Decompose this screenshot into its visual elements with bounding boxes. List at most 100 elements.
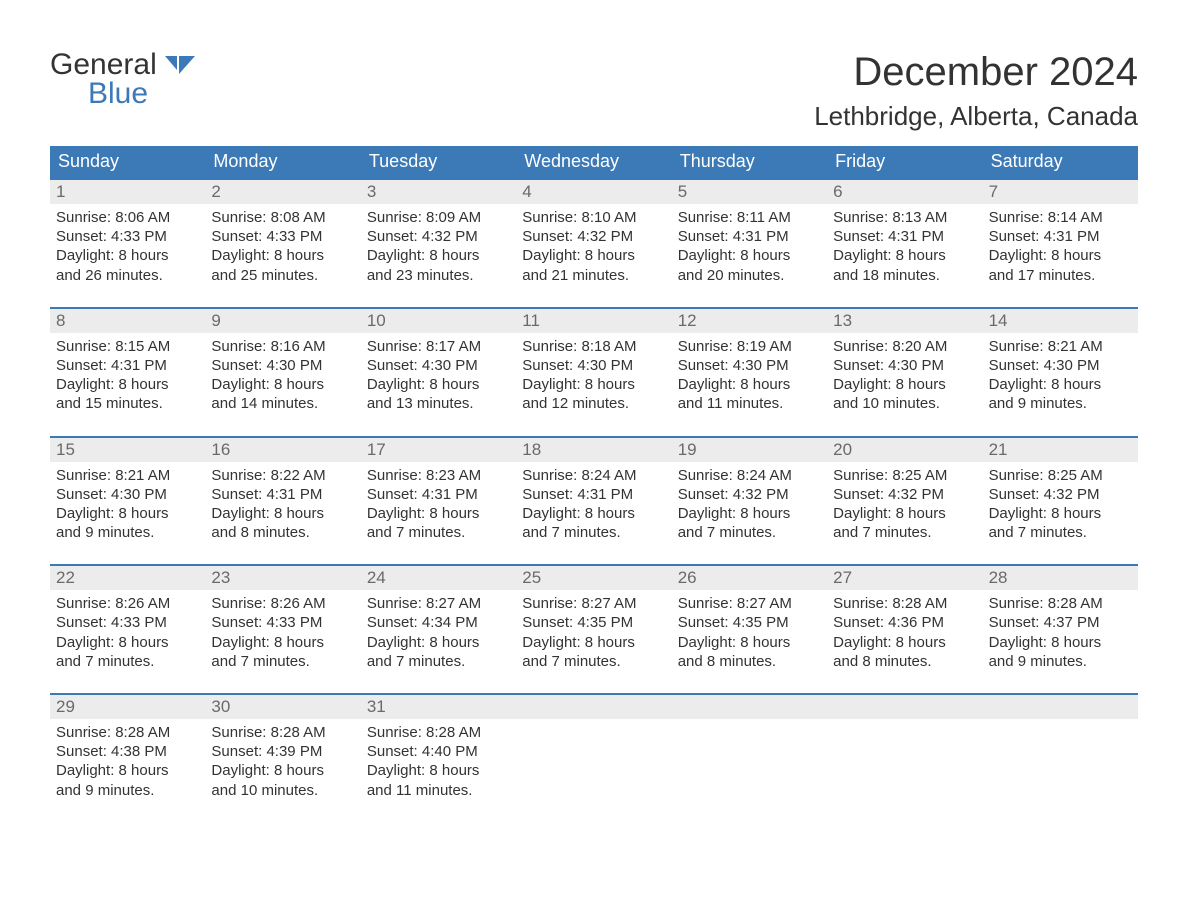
sunrise-line: Sunrise: 8:22 AM [211,466,354,485]
daynum-row: 22232425262728 [50,566,1138,590]
day-number: 19 [672,438,827,462]
day-number [983,695,1138,719]
daylight-line-2: and 7 minutes. [211,652,354,671]
weekday-header: Monday [205,146,360,178]
daylight-line-2: and 20 minutes. [678,266,821,285]
daylight-line-2: and 11 minutes. [367,781,510,800]
sunset-line: Sunset: 4:31 PM [56,356,199,375]
day-number: 20 [827,438,982,462]
day-cell [983,719,1138,822]
daylight-line-2: and 10 minutes. [833,394,976,413]
sunset-line: Sunset: 4:32 PM [522,227,665,246]
daylight-line-2: and 8 minutes. [211,523,354,542]
daylight-line-1: Daylight: 8 hours [211,761,354,780]
daynum-row: 891011121314 [50,309,1138,333]
sunrise-line: Sunrise: 8:27 AM [678,594,821,613]
brand-logo: General Blue [50,50,195,109]
daylight-line-1: Daylight: 8 hours [211,633,354,652]
daylight-line-1: Daylight: 8 hours [211,504,354,523]
daynum-row: 15161718192021 [50,438,1138,462]
weekday-header: Sunday [50,146,205,178]
day-cell: Sunrise: 8:28 AMSunset: 4:36 PMDaylight:… [827,590,982,693]
daycontent-row: Sunrise: 8:28 AMSunset: 4:38 PMDaylight:… [50,719,1138,822]
day-cell: Sunrise: 8:13 AMSunset: 4:31 PMDaylight:… [827,204,982,307]
day-cell: Sunrise: 8:11 AMSunset: 4:31 PMDaylight:… [672,204,827,307]
sunset-line: Sunset: 4:39 PM [211,742,354,761]
daylight-line-1: Daylight: 8 hours [833,246,976,265]
day-number: 12 [672,309,827,333]
sunset-line: Sunset: 4:35 PM [522,613,665,632]
day-cell: Sunrise: 8:08 AMSunset: 4:33 PMDaylight:… [205,204,360,307]
day-cell: Sunrise: 8:26 AMSunset: 4:33 PMDaylight:… [205,590,360,693]
day-cell: Sunrise: 8:17 AMSunset: 4:30 PMDaylight:… [361,333,516,436]
daylight-line-2: and 23 minutes. [367,266,510,285]
sunset-line: Sunset: 4:31 PM [211,485,354,504]
day-number: 27 [827,566,982,590]
day-number: 15 [50,438,205,462]
daylight-line-1: Daylight: 8 hours [678,246,821,265]
location-subtitle: Lethbridge, Alberta, Canada [814,101,1138,132]
day-cell: Sunrise: 8:20 AMSunset: 4:30 PMDaylight:… [827,333,982,436]
sunset-line: Sunset: 4:33 PM [56,227,199,246]
daycontent-row: Sunrise: 8:06 AMSunset: 4:33 PM Daylight:… [50,204,1138,307]
daylight-line-1: Daylight: 8 hours [678,633,821,652]
day-cell: Sunrise: 8:21 AMSunset: 4:30 PMDaylight:… [983,333,1138,436]
sunrise-line: Sunrise: 8:24 AM [522,466,665,485]
daylight-line-2: and 26 minutes. [56,266,199,285]
day-number: 2 [205,180,360,204]
calendar-week: 293031Sunrise: 8:28 AMSunset: 4:38 PMDay… [50,693,1138,822]
logo-flag-icon [165,56,195,83]
daylight-line-1: Daylight: 8 hours [522,504,665,523]
sunrise-line: Sunrise: 8:06 AM [56,208,199,227]
daycontent-row: Sunrise: 8:26 AMSunset: 4:33 PMDaylight:… [50,590,1138,693]
sunrise-line: Sunrise: 8:21 AM [989,337,1132,356]
calendar-week: 15161718192021Sunrise: 8:21 AMSunset: 4:… [50,436,1138,565]
daylight-line-2: and 8 minutes. [678,652,821,671]
daylight-line-1: Daylight: 8 hours [989,504,1132,523]
sunset-line: Sunset: 4:32 PM [833,485,976,504]
daylight-line-2: and 7 minutes. [989,523,1132,542]
daylight-line-2: and 14 minutes. [211,394,354,413]
day-number: 8 [50,309,205,333]
sunrise-line: Sunrise: 8:25 AM [833,466,976,485]
sunrise-line: Sunrise: 8:08 AM [211,208,354,227]
month-title: December 2024 [814,50,1138,95]
sunrise-line: Sunrise: 8:09 AM [367,208,510,227]
daylight-line-1: Daylight: 8 hours [211,375,354,394]
sunset-line: Sunset: 4:40 PM [367,742,510,761]
header: General Blue December 2024 Lethbridge, A… [50,50,1138,132]
weekday-header: Wednesday [516,146,671,178]
daylight-line-2: and 9 minutes. [56,523,199,542]
daylight-line-1: Daylight: 8 hours [56,633,199,652]
sunset-line: Sunset: 4:33 PM [211,613,354,632]
sunset-line: Sunset: 4:37 PM [989,613,1132,632]
day-cell: Sunrise: 8:27 AMSunset: 4:34 PMDaylight:… [361,590,516,693]
daylight-line-1: Daylight: 8 hours [367,246,510,265]
day-number: 26 [672,566,827,590]
daylight-line-1: Daylight: 8 hours [56,375,199,394]
day-cell: Sunrise: 8:24 AMSunset: 4:32 PMDaylight:… [672,462,827,565]
day-cell: Sunrise: 8:19 AMSunset: 4:30 PMDaylight:… [672,333,827,436]
daylight-line-1: Daylight: 8 hours [522,375,665,394]
daylight-line-1: Daylight: 8 hours [678,375,821,394]
day-cell: Sunrise: 8:27 AMSunset: 4:35 PMDaylight:… [672,590,827,693]
day-number: 31 [361,695,516,719]
daylight-line-2: and 9 minutes. [989,394,1132,413]
day-cell [827,719,982,822]
sunrise-line: Sunrise: 8:18 AM [522,337,665,356]
day-cell: Sunrise: 8:25 AMSunset: 4:32 PMDaylight:… [827,462,982,565]
day-cell [672,719,827,822]
day-number: 14 [983,309,1138,333]
day-cell: Sunrise: 8:21 AMSunset: 4:30 PMDaylight:… [50,462,205,565]
daylight-line-2: and 13 minutes. [367,394,510,413]
day-number: 17 [361,438,516,462]
calendar-page: General Blue December 2024 Lethbridge, A… [0,0,1188,852]
day-number: 24 [361,566,516,590]
day-number: 10 [361,309,516,333]
weekday-header: Friday [827,146,982,178]
daylight-line-1: Daylight: 8 hours [367,761,510,780]
daylight-line-1: Daylight: 8 hours [833,633,976,652]
daylight-line-2: and 17 minutes. [989,266,1132,285]
daylight-line-2: and 15 minutes. [56,394,199,413]
day-cell: Sunrise: 8:26 AMSunset: 4:33 PMDaylight:… [50,590,205,693]
